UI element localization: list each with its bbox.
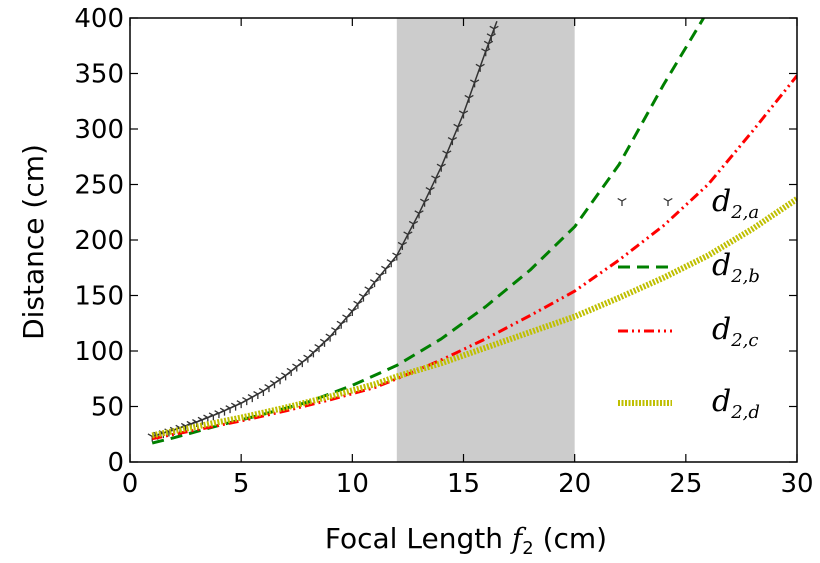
y-tick-label: 150 [74, 282, 124, 312]
data-point [342, 314, 352, 323]
y-tick-label: 0 [107, 448, 124, 478]
data-point [408, 220, 419, 229]
x-tick-label: 0 [122, 469, 139, 499]
data-point [225, 405, 235, 414]
y-tick-label: 300 [74, 115, 124, 145]
x-axis: 0 5 10 15 20 25 30 [122, 18, 814, 499]
legend-entry-2-c: d2,c [618, 312, 758, 351]
data-point [331, 327, 341, 336]
series-line-2-c [151, 74, 797, 441]
data-point [481, 48, 491, 57]
data-point [347, 307, 357, 317]
data-point [281, 372, 291, 381]
data-point [208, 412, 219, 421]
shaded-region [396, 18, 575, 462]
legend-label: d2,a [712, 184, 759, 223]
plot-area [147, 18, 797, 462]
data-point [286, 367, 296, 376]
plot-frame [129, 17, 798, 463]
data-point [275, 376, 285, 385]
data-point [292, 363, 302, 372]
data-point [458, 110, 469, 119]
y-tick-label: 400 [74, 4, 124, 34]
data-point [419, 198, 430, 207]
data-point [453, 123, 463, 132]
data-point [180, 422, 191, 431]
data-point [414, 210, 424, 219]
data-point [303, 354, 313, 363]
legend-label: d2,b [712, 248, 760, 287]
data-point [336, 320, 346, 329]
data-point [483, 40, 494, 49]
x-tick-label: 5 [233, 469, 250, 499]
data-point [308, 349, 319, 358]
data-point [247, 394, 257, 403]
data-point [236, 400, 246, 409]
data-point [436, 163, 446, 172]
data-point [325, 333, 335, 342]
legend: d2,a d2,b d2,c d2,d [617, 184, 760, 423]
data-point [425, 186, 435, 196]
data-point [197, 416, 207, 425]
data-point [358, 293, 369, 302]
data-point [469, 79, 480, 88]
data-point [475, 63, 485, 72]
series-line-2-d [151, 196, 797, 439]
data-point [489, 25, 499, 34]
legend-label: d2,d [712, 384, 760, 423]
data-point [314, 344, 324, 353]
x-axis-label: Focal Length f2 (cm) [325, 522, 607, 559]
y-tick-label: 350 [74, 60, 124, 90]
data-point [230, 402, 241, 411]
y-axis: 0 50 100 150 200 250 300 350 400 [74, 4, 797, 478]
data-point [369, 279, 380, 288]
data-point [242, 397, 252, 406]
legend-marker [663, 197, 673, 206]
x-tick-label: 25 [669, 469, 702, 499]
y-tick-label: 50 [91, 393, 124, 423]
data-point [397, 241, 407, 250]
data-point [319, 338, 330, 347]
data-point [442, 150, 452, 159]
x-tick-label: 30 [780, 469, 813, 499]
data-point [353, 300, 363, 309]
x-tick-label: 20 [558, 469, 591, 499]
data-point [381, 265, 391, 274]
data-point [264, 384, 274, 393]
data-point [214, 410, 224, 419]
y-tick-label: 200 [74, 226, 124, 256]
data-point [253, 390, 263, 400]
data-point [375, 272, 385, 281]
legend-label: d2,c [712, 312, 758, 351]
data-point [392, 252, 402, 261]
data-point [464, 94, 474, 103]
legend-entry-2-b: d2,b [618, 248, 760, 287]
data-point [431, 175, 441, 184]
legend-entry-2-d: d2,d [618, 384, 760, 423]
data-point [269, 380, 280, 389]
legend-marker [617, 197, 627, 206]
x-tick-label: 15 [447, 469, 480, 499]
legend-entry-2-a: d2,a [617, 184, 759, 223]
data-point [486, 33, 496, 42]
y-axis-label: Distance (cm) [17, 144, 50, 340]
data-point [258, 387, 269, 396]
data-point [386, 259, 396, 268]
data-point [403, 231, 413, 240]
data-point [219, 407, 230, 416]
y-tick-label: 100 [74, 337, 124, 367]
data-point [364, 286, 374, 295]
data-point [297, 359, 307, 368]
x-tick-label: 10 [336, 469, 369, 499]
y-tick-label: 250 [74, 171, 124, 201]
data-point [447, 137, 458, 146]
